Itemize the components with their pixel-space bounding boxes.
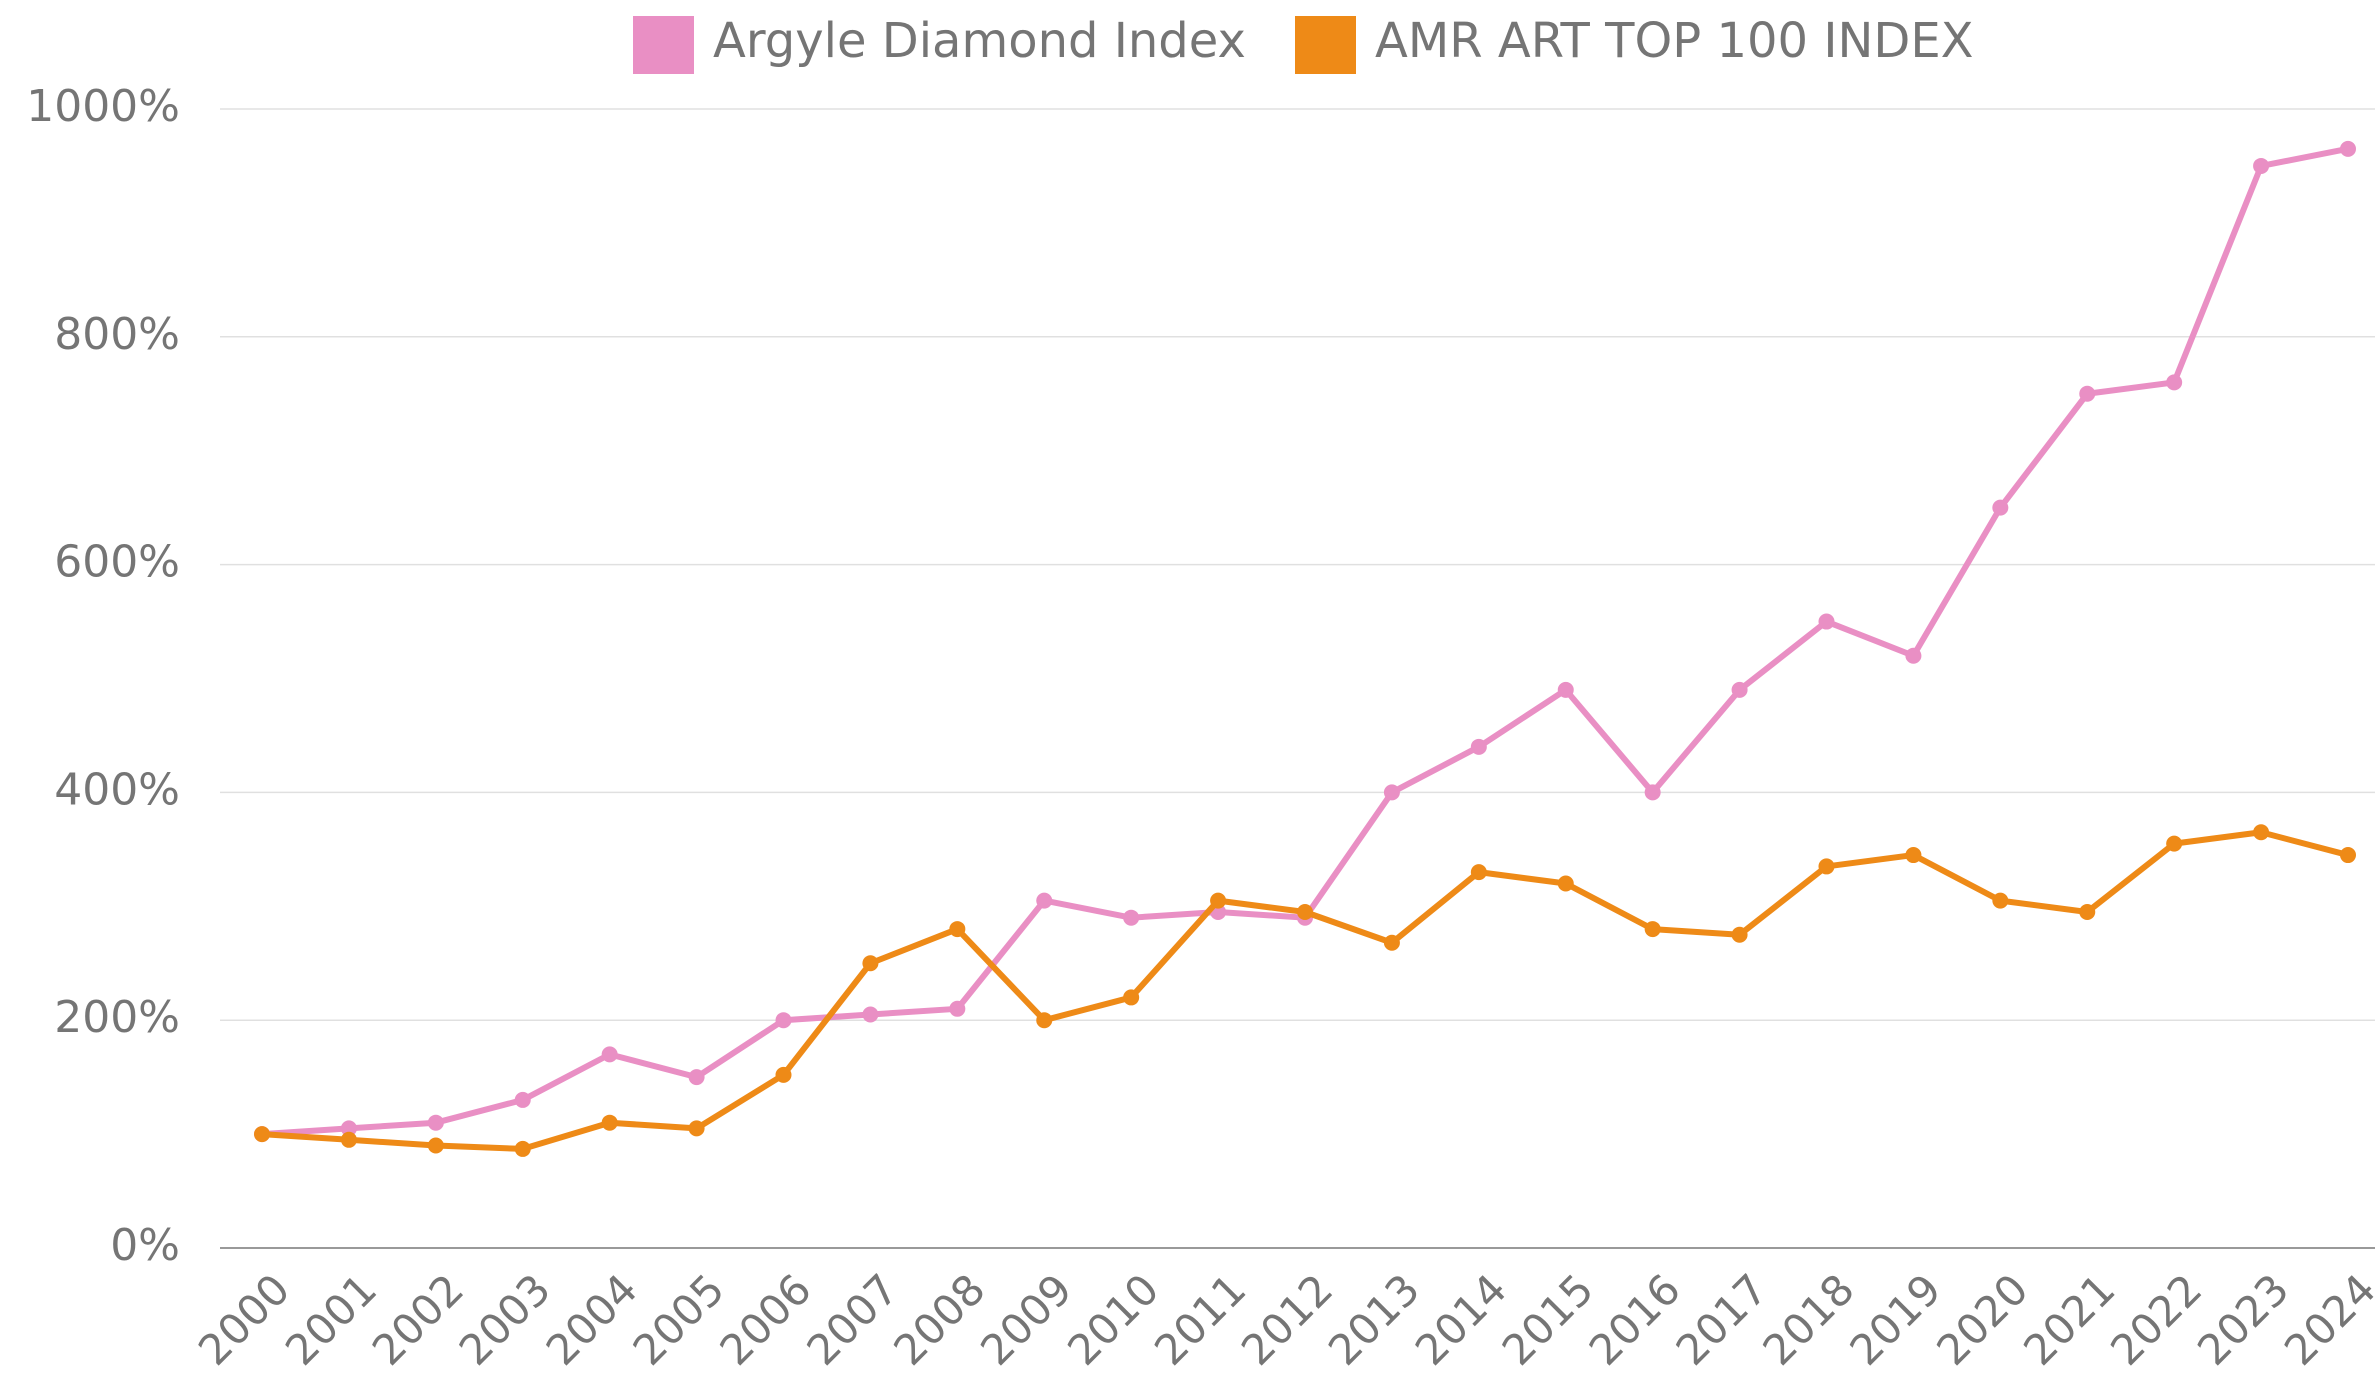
- y-tick-label: 0%: [110, 1220, 180, 1271]
- data-point: [1731, 681, 1748, 698]
- data-point: [1036, 892, 1053, 909]
- data-point: [2079, 903, 2096, 920]
- data-point: [1992, 892, 2009, 909]
- x-tick-label: 2012: [1232, 1265, 1342, 1375]
- x-tick-label: 2007: [797, 1265, 907, 1375]
- data-point: [1731, 926, 1748, 943]
- x-tick-label: 2024: [2275, 1265, 2375, 1375]
- x-tick-label: 2013: [1319, 1265, 1429, 1375]
- x-tick-label: 2018: [1753, 1265, 1863, 1375]
- x-tick-label: 2014: [1406, 1265, 1516, 1375]
- data-point: [340, 1131, 357, 1148]
- data-point: [340, 1120, 357, 1137]
- legend-swatch: [633, 16, 694, 74]
- y-tick-label: 800%: [54, 309, 180, 360]
- data-point: [427, 1114, 444, 1131]
- data-point: [1818, 858, 1835, 875]
- y-tick-label: 400%: [54, 764, 180, 815]
- x-tick-label: 2011: [1145, 1265, 1255, 1375]
- x-tick-label: 2002: [363, 1265, 473, 1375]
- data-point: [688, 1120, 705, 1137]
- legend-label: AMR ART TOP 100 INDEX: [1375, 13, 1974, 69]
- data-point: [862, 1006, 879, 1023]
- y-tick-label: 1000%: [26, 81, 180, 132]
- data-point: [2253, 157, 2270, 174]
- x-tick-label: 2016: [1580, 1265, 1690, 1375]
- data-point: [2166, 835, 2183, 852]
- x-tick-label: 2000: [189, 1265, 299, 1375]
- data-point: [2253, 824, 2270, 841]
- y-tick-label: 200%: [54, 992, 180, 1043]
- data-point: [514, 1091, 531, 1108]
- data-point: [1383, 784, 1400, 801]
- x-tick-label: 2020: [1927, 1265, 2037, 1375]
- data-point: [2079, 385, 2096, 402]
- data-point: [1210, 892, 1227, 909]
- data-point: [2340, 847, 2356, 864]
- data-point: [1123, 989, 1140, 1006]
- x-tick-label: 2019: [1840, 1265, 1950, 1375]
- x-tick-label: 2001: [276, 1265, 386, 1375]
- x-tick-label: 2015: [1493, 1265, 1603, 1375]
- x-tick-label: 2023: [2188, 1265, 2298, 1375]
- x-tick-label: 2010: [1058, 1265, 1168, 1375]
- data-point: [601, 1046, 618, 1063]
- data-point: [1470, 864, 1487, 881]
- data-point: [1905, 647, 1922, 664]
- data-point: [1470, 738, 1487, 755]
- data-point: [949, 1000, 966, 1017]
- x-tick-label: 2009: [971, 1265, 1081, 1375]
- data-point: [1818, 613, 1835, 630]
- x-tick-label: 2017: [1667, 1265, 1777, 1375]
- series-line: [261, 829, 2349, 1152]
- data-point: [1557, 681, 1574, 698]
- data-point: [949, 921, 966, 938]
- data-point: [1557, 875, 1574, 892]
- data-point: [775, 1066, 792, 1083]
- legend-swatch: [1295, 16, 1356, 74]
- x-tick-label: 2008: [884, 1265, 994, 1375]
- data-point: [514, 1140, 531, 1157]
- series-line: [261, 145, 2349, 1138]
- data-point: [688, 1069, 705, 1086]
- data-point: [427, 1137, 444, 1154]
- data-point: [2166, 374, 2183, 391]
- data-point: [1036, 1012, 1053, 1029]
- x-tick-label: 2022: [2101, 1265, 2211, 1375]
- data-point: [1383, 934, 1400, 951]
- y-tick-label: 600%: [54, 537, 180, 588]
- data-point: [1905, 847, 1922, 864]
- data-point: [601, 1114, 618, 1131]
- data-point: [1992, 499, 2009, 516]
- x-tick-label: 2005: [624, 1265, 734, 1375]
- data-point: [1644, 784, 1661, 801]
- data-point: [1297, 903, 1313, 920]
- x-tick-label: 2003: [450, 1265, 560, 1375]
- data-point: [1123, 909, 1140, 926]
- legend-label: Argyle Diamond Index: [713, 13, 1246, 69]
- x-tick-label: 2021: [2014, 1265, 2124, 1375]
- data-point: [862, 955, 879, 972]
- data-point: [254, 1126, 270, 1143]
- x-tick-label: 2006: [710, 1265, 820, 1375]
- data-point: [1644, 921, 1661, 938]
- data-point: [2340, 140, 2356, 157]
- data-point: [775, 1012, 792, 1029]
- x-tick-label: 2004: [537, 1265, 647, 1375]
